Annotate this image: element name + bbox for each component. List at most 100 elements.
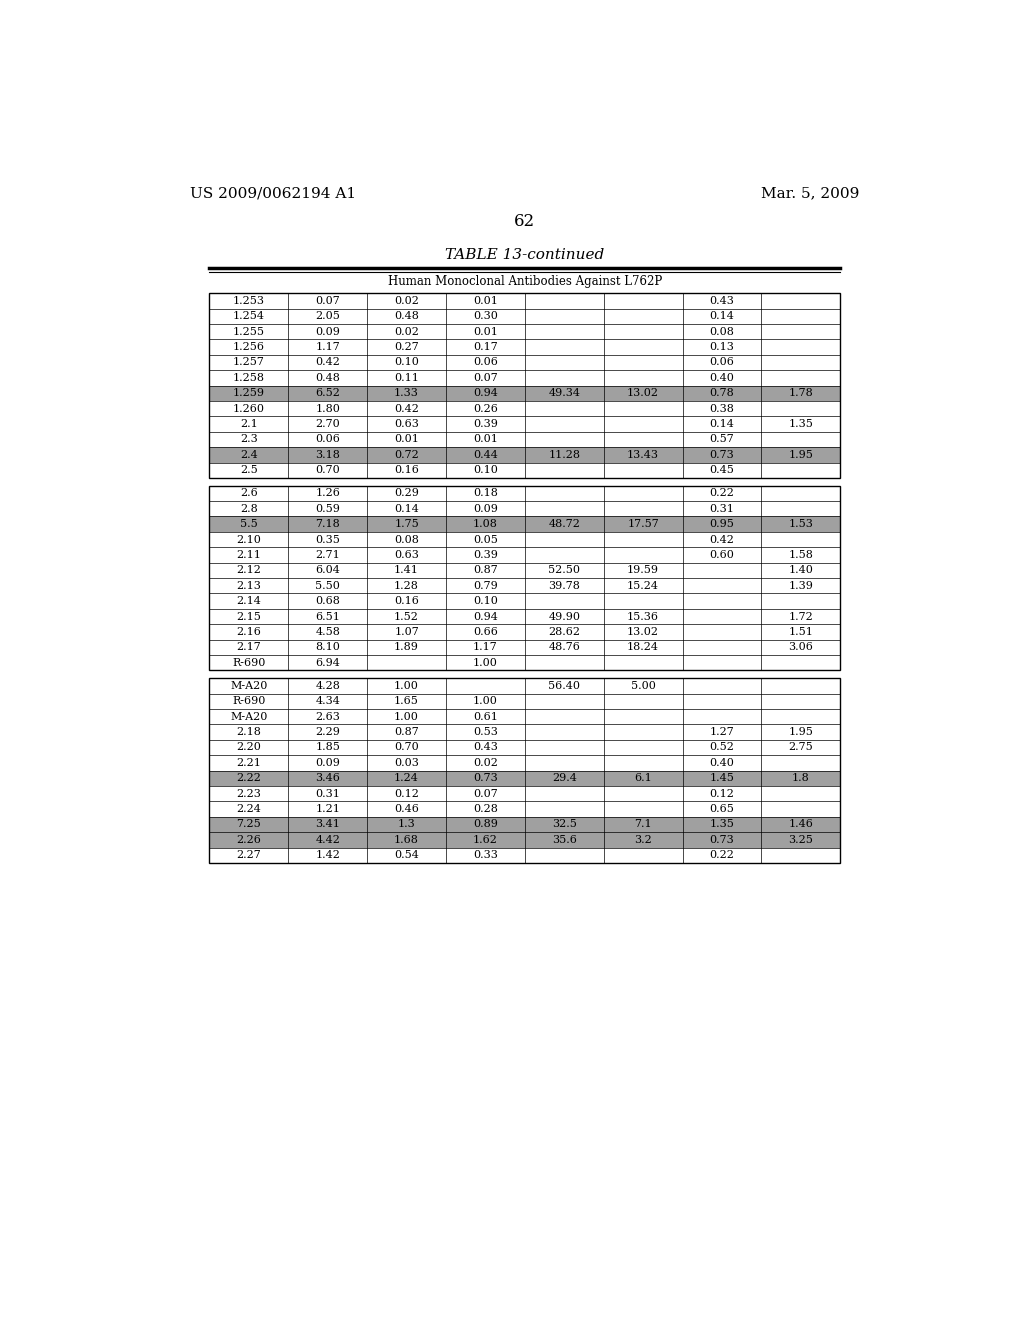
Text: 1.72: 1.72 [788, 611, 813, 622]
Text: Mar. 5, 2009: Mar. 5, 2009 [761, 186, 859, 201]
Text: 3.18: 3.18 [315, 450, 340, 459]
Text: 0.89: 0.89 [473, 820, 498, 829]
Text: 0.48: 0.48 [315, 372, 340, 383]
Text: 2.17: 2.17 [237, 643, 261, 652]
Bar [209, 801, 841, 817]
Bar [209, 771, 841, 785]
Bar [209, 462, 841, 478]
Text: 1.260: 1.260 [232, 404, 265, 413]
Text: 3.2: 3.2 [634, 834, 652, 845]
Text: 1.41: 1.41 [394, 565, 419, 576]
Bar [209, 709, 841, 725]
Text: 0.44: 0.44 [473, 450, 498, 459]
Text: 1.40: 1.40 [788, 565, 813, 576]
Bar [209, 355, 841, 370]
Text: 2.8: 2.8 [240, 504, 258, 513]
Bar [209, 578, 841, 594]
Bar [209, 516, 841, 532]
Text: 0.52: 0.52 [710, 742, 734, 752]
Text: 49.34: 49.34 [548, 388, 581, 399]
Text: 0.14: 0.14 [394, 504, 419, 513]
Text: 0.43: 0.43 [710, 296, 734, 306]
Text: 0.95: 0.95 [710, 519, 734, 529]
Text: 1.68: 1.68 [394, 834, 419, 845]
Text: 0.10: 0.10 [473, 597, 498, 606]
Text: TABLE 13-continued: TABLE 13-continued [445, 248, 604, 261]
Text: 0.87: 0.87 [394, 727, 419, 737]
Text: 0.66: 0.66 [473, 627, 498, 638]
Text: 19.59: 19.59 [627, 565, 659, 576]
Text: R-690: R-690 [232, 696, 265, 706]
Bar [209, 532, 841, 548]
Bar [209, 785, 841, 801]
Bar [209, 416, 841, 432]
Text: 2.22: 2.22 [237, 774, 261, 783]
Bar [209, 693, 841, 709]
Bar [209, 486, 841, 502]
Text: 13.02: 13.02 [627, 388, 659, 399]
Text: 1.00: 1.00 [473, 696, 498, 706]
Bar [209, 678, 841, 693]
Text: 0.33: 0.33 [473, 850, 498, 861]
Text: 0.43: 0.43 [473, 742, 498, 752]
Text: 1.51: 1.51 [788, 627, 813, 638]
Text: 6.1: 6.1 [634, 774, 652, 783]
Text: 48.72: 48.72 [548, 519, 581, 529]
Bar [209, 624, 841, 640]
Text: 0.01: 0.01 [473, 434, 498, 445]
Text: 15.24: 15.24 [627, 581, 659, 591]
Bar [209, 655, 841, 671]
Text: 0.05: 0.05 [473, 535, 498, 545]
Text: 0.79: 0.79 [473, 581, 498, 591]
Text: 1.42: 1.42 [315, 850, 340, 861]
Text: 1.256: 1.256 [232, 342, 265, 352]
Text: 0.18: 0.18 [473, 488, 498, 499]
Text: 0.94: 0.94 [473, 388, 498, 399]
Text: 2.15: 2.15 [237, 611, 261, 622]
Text: 0.28: 0.28 [473, 804, 498, 814]
Bar [209, 447, 841, 462]
Bar [209, 817, 841, 832]
Text: 13.43: 13.43 [627, 450, 659, 459]
Text: 7.1: 7.1 [634, 820, 652, 829]
Text: 0.08: 0.08 [710, 326, 734, 337]
Text: 0.01: 0.01 [473, 296, 498, 306]
Bar [209, 562, 841, 578]
Text: 62: 62 [514, 213, 536, 230]
Text: 1.45: 1.45 [710, 774, 734, 783]
Text: 0.73: 0.73 [710, 450, 734, 459]
Text: 1.253: 1.253 [232, 296, 265, 306]
Text: 7.25: 7.25 [237, 820, 261, 829]
Text: 0.09: 0.09 [315, 326, 340, 337]
Text: 1.08: 1.08 [473, 519, 498, 529]
Bar [209, 678, 841, 863]
Text: 0.01: 0.01 [394, 434, 419, 445]
Text: 1.85: 1.85 [315, 742, 340, 752]
Text: 1.07: 1.07 [394, 627, 419, 638]
Bar [209, 486, 841, 671]
Text: 2.6: 2.6 [240, 488, 258, 499]
Text: 3.06: 3.06 [788, 643, 813, 652]
Text: 15.36: 15.36 [627, 611, 659, 622]
Text: 2.11: 2.11 [237, 550, 261, 560]
Text: 1.52: 1.52 [394, 611, 419, 622]
Text: 52.50: 52.50 [548, 565, 581, 576]
Text: 2.14: 2.14 [237, 597, 261, 606]
Text: 28.62: 28.62 [548, 627, 581, 638]
Bar [209, 725, 841, 739]
Text: 1.00: 1.00 [394, 681, 419, 690]
Text: 1.21: 1.21 [315, 804, 340, 814]
Text: 4.42: 4.42 [315, 834, 340, 845]
Text: 5.00: 5.00 [631, 681, 655, 690]
Text: 2.70: 2.70 [315, 418, 340, 429]
Text: 2.27: 2.27 [237, 850, 261, 861]
Text: 0.03: 0.03 [394, 758, 419, 768]
Text: 0.22: 0.22 [710, 850, 734, 861]
Text: 1.80: 1.80 [315, 404, 340, 413]
Text: 0.27: 0.27 [394, 342, 419, 352]
Text: US 2009/0062194 A1: US 2009/0062194 A1 [190, 186, 356, 201]
Text: 0.68: 0.68 [315, 597, 340, 606]
Text: 0.29: 0.29 [394, 488, 419, 499]
Text: 13.02: 13.02 [627, 627, 659, 638]
Text: 0.63: 0.63 [394, 418, 419, 429]
